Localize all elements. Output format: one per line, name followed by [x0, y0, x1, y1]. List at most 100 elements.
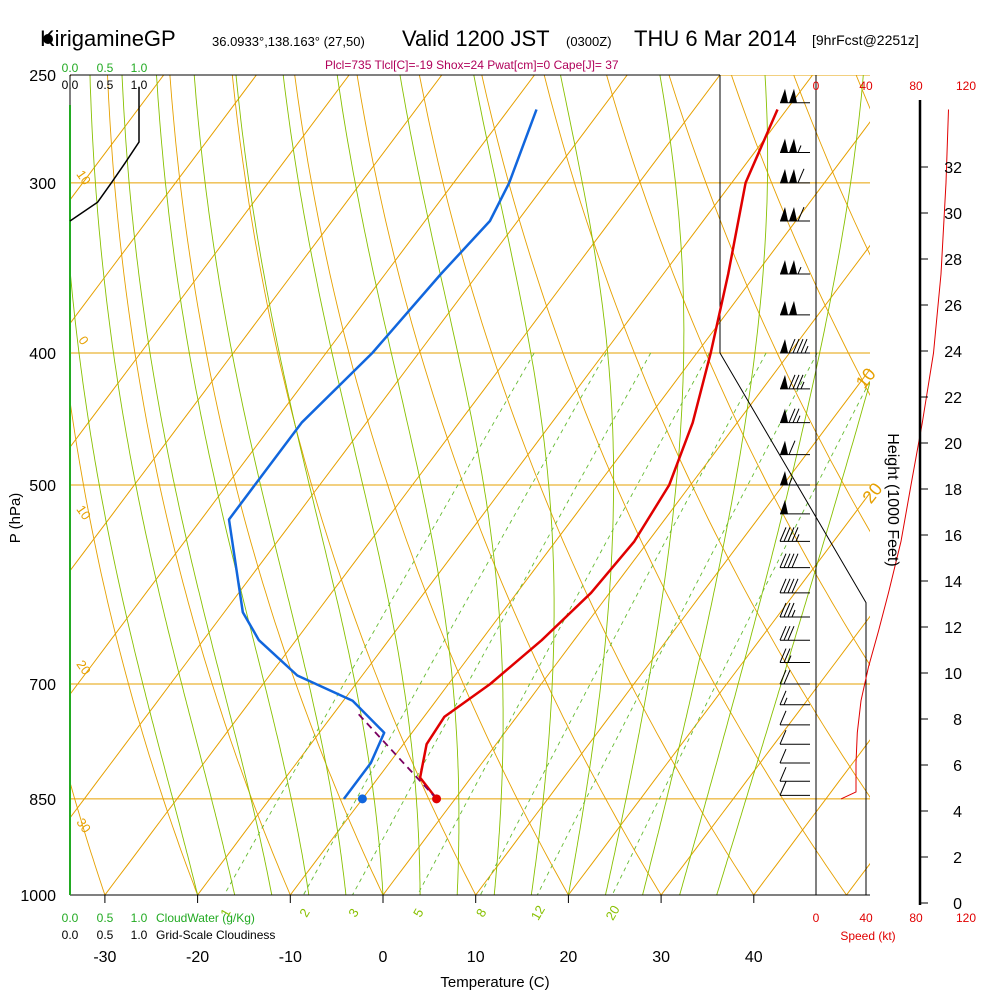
- wind-barb-flag: [783, 602, 791, 618]
- wind-barb-flag: [787, 578, 795, 594]
- valid-time-utc: (0300Z): [566, 34, 612, 49]
- mixing-ratio-line: [223, 352, 535, 895]
- dry-adiabat: [294, 75, 569, 895]
- wind-barb: [779, 553, 810, 569]
- wind-barb-flag: [779, 690, 787, 705]
- wind-barb-flag: [787, 527, 795, 542]
- wind-barb: [779, 648, 810, 664]
- height-tick-label: 10: [944, 666, 962, 683]
- dry-adiabat: [668, 75, 870, 533]
- cloudiness-tick-top: 1.0: [131, 78, 148, 92]
- moist-adiabat: [473, 75, 555, 895]
- valid-time: Valid 1200 JST: [402, 26, 550, 51]
- cloud-water-tick-bottom: 0.0: [62, 911, 79, 925]
- height-tick-label: 12: [944, 620, 962, 637]
- wind-barb: [779, 690, 810, 706]
- wind-barb-flag: [791, 527, 799, 542]
- wind-barb-pennant: [780, 88, 788, 103]
- wind-barb: [780, 499, 810, 515]
- wind-barb-flag: [788, 338, 796, 354]
- wind-barb-flag: [797, 168, 805, 184]
- x-tick-label: 30: [652, 949, 670, 966]
- isotherm: [104, 75, 721, 895]
- wind-barb-pennant: [780, 260, 788, 275]
- wind-barb-flag: [791, 553, 799, 568]
- height-tick-label: 14: [944, 574, 962, 591]
- dry-adiabat: [606, 75, 870, 666]
- dewpoint-line: [227, 109, 538, 800]
- wind-barb-flag: [791, 578, 799, 594]
- moist-adiabat: [336, 75, 460, 895]
- wind-barb-flag: [787, 602, 795, 618]
- wind-barb-flag: [792, 374, 800, 390]
- wind-barb-flag: [800, 338, 808, 354]
- valid-date: THU 6 Mar 2014: [634, 26, 797, 51]
- cloud-water-tick-top: 0.0: [62, 61, 79, 75]
- dry-adiabat: [70, 780, 106, 895]
- wind-barb-pennant: [780, 300, 788, 315]
- wind-barb-flag: [796, 338, 804, 354]
- x-tick-label: 20: [560, 949, 578, 966]
- x-tick-label: -20: [186, 949, 209, 966]
- cloudiness-tick-top: 0.5: [97, 78, 114, 92]
- wind-barb-flag: [783, 553, 791, 568]
- wind-barb-pennant: [780, 339, 788, 354]
- moist-adiabat: [89, 75, 236, 895]
- wind-barb-pennant: [789, 138, 797, 153]
- dry-adiabat: [730, 75, 870, 397]
- speed-tick-bottom: 40: [859, 911, 873, 925]
- dry-adiabat: [107, 75, 291, 895]
- wind-barb-flag: [779, 578, 787, 594]
- height-tick-label: 4: [953, 804, 962, 821]
- cloudiness-line: [69, 86, 140, 222]
- height-tick-label: 0: [953, 896, 962, 913]
- wind-barb-half-flag: [800, 381, 805, 390]
- cloud-water-tick-top: 1.0: [131, 61, 148, 75]
- wind-barb: [779, 602, 810, 618]
- height-tick-label: 32: [944, 160, 962, 177]
- moist-adiabat: [560, 75, 615, 895]
- wind-barb-flag: [797, 206, 805, 222]
- moist-adiabat: [235, 75, 384, 895]
- height-tick-label: 20: [944, 436, 962, 453]
- y-axis-label: P (hPa): [7, 493, 24, 544]
- wind-barb-pennant: [789, 300, 797, 315]
- height-tick-label: 16: [944, 528, 962, 545]
- wind-barb-flag: [796, 374, 804, 390]
- x-tick-label: 40: [745, 949, 763, 966]
- wind-barb-half-flag: [797, 266, 802, 275]
- wind-barb: [779, 781, 810, 796]
- wind-barb: [780, 138, 810, 154]
- isotherm: [475, 368, 870, 895]
- wind-barb-flag: [788, 440, 796, 455]
- wind-barb-pennant: [780, 168, 788, 183]
- isotherm: [70, 75, 628, 819]
- wind-barb-pennant: [780, 138, 788, 153]
- dry-adiabat: [231, 75, 477, 895]
- speed-tick-top: 40: [859, 79, 873, 93]
- wind-barb: [780, 471, 810, 486]
- temperature-line: [418, 109, 779, 800]
- wind-barb-flag: [783, 527, 791, 542]
- x-tick-label: -10: [279, 949, 302, 966]
- wind-barb: [780, 88, 810, 104]
- moist-adiabat: [679, 75, 864, 895]
- isotherm: [289, 121, 870, 895]
- wind-barb: [779, 748, 810, 764]
- speed-tick-top: 120: [956, 79, 976, 93]
- speed-line: [840, 109, 949, 800]
- wind-barb-flag: [779, 781, 787, 796]
- pressure-tick-label: 500: [29, 478, 56, 495]
- mixing-ratio-line: [303, 352, 607, 895]
- moist-adiabat: [282, 75, 421, 895]
- wind-barb: [779, 625, 810, 641]
- wind-barb-flag: [779, 553, 787, 568]
- dry-adiabat: [70, 398, 199, 895]
- cloudiness-label: Grid-Scale Cloudiness: [156, 928, 275, 942]
- wind-barb: [779, 710, 810, 726]
- cloud-water-label: CloudWater (g/Kg): [156, 911, 255, 925]
- wind-barb: [780, 206, 810, 222]
- wind-barb-flag: [779, 710, 787, 726]
- pressure-tick-label: 850: [29, 792, 56, 809]
- wind-barb-half-flag: [788, 477, 793, 486]
